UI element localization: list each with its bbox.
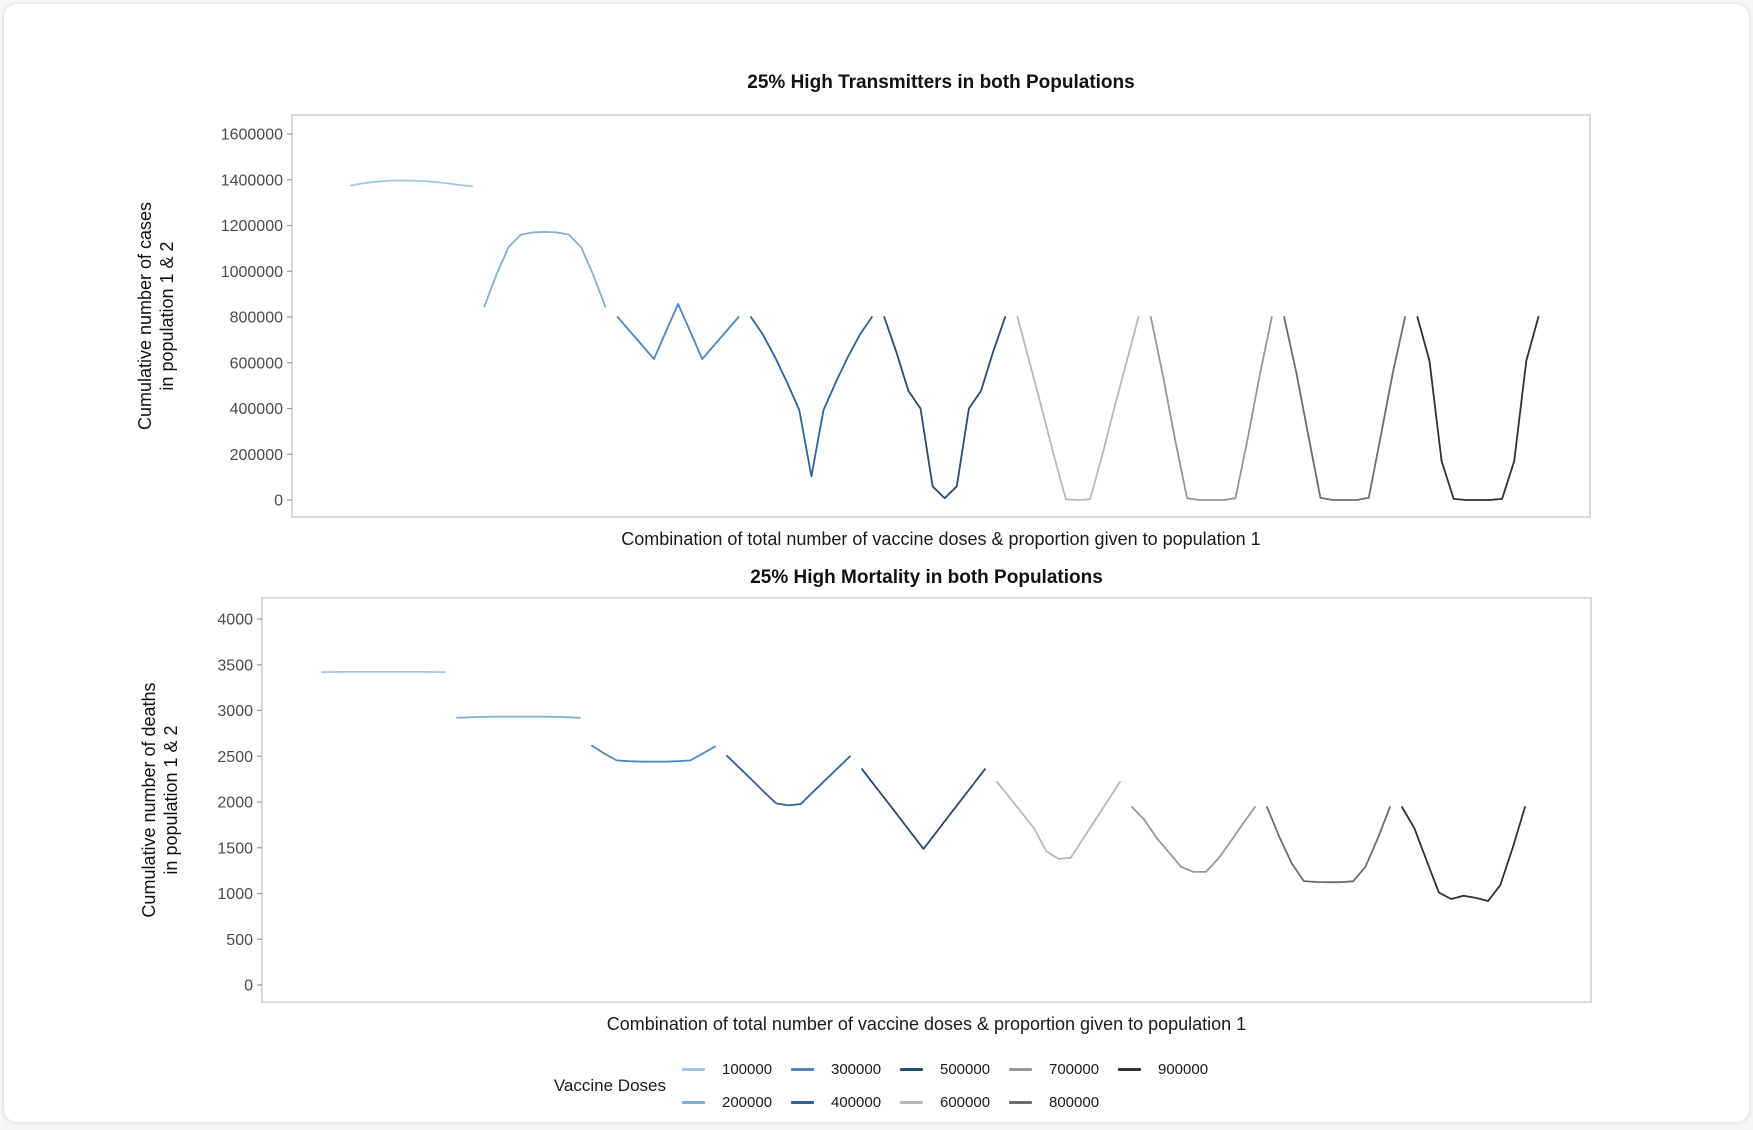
legend-item-700000: 700000 xyxy=(1009,1061,1118,1078)
series-line-600000 xyxy=(997,782,1120,859)
y-axis-tick-label: 500 xyxy=(226,932,253,949)
series-line-300000 xyxy=(592,746,715,762)
legend-line-swatch xyxy=(682,1068,705,1071)
y-axis-tick-label: 600000 xyxy=(230,355,283,372)
y-axis-tick-label: 1600000 xyxy=(221,127,283,144)
series-line-800000 xyxy=(1284,317,1405,500)
y-axis-tick-label: 800000 xyxy=(230,310,283,327)
series-line-100000 xyxy=(351,180,472,186)
y-axis-tick-label: 3000 xyxy=(217,703,253,720)
legend-line-swatch xyxy=(900,1101,923,1104)
plot-panel-border xyxy=(262,598,1591,1002)
y-axis-tick-label: 400000 xyxy=(230,401,283,418)
series-line-500000 xyxy=(862,769,985,849)
series-line-200000 xyxy=(457,717,580,718)
legend-item-label: 100000 xyxy=(722,1061,772,1078)
series-line-700000 xyxy=(1132,807,1255,872)
y-axis-tick-label: 1000000 xyxy=(221,264,283,281)
series-line-200000 xyxy=(484,232,605,307)
series-line-600000 xyxy=(1018,317,1139,500)
legend-item-label: 200000 xyxy=(722,1094,772,1111)
series-line-900000 xyxy=(1417,317,1538,500)
legend-line-swatch xyxy=(1009,1101,1032,1104)
chart1-panel: 0 200000 400000 600000 800000 1000000 1200000 1… xyxy=(221,115,1590,517)
series-line-300000 xyxy=(618,304,739,359)
chart2-panel: 0 500 1000 1500 2000 2500 3000 3500 4000 xyxy=(217,598,1591,1002)
legend-item-label: 300000 xyxy=(831,1061,881,1078)
series-line-700000 xyxy=(1151,317,1272,500)
legend-item-label: 700000 xyxy=(1049,1061,1099,1078)
y-axis-tick-label: 1500 xyxy=(217,840,253,857)
legend-item-label: 900000 xyxy=(1158,1061,1208,1078)
legend-item-100000: 100000 xyxy=(682,1061,791,1078)
figure-card: 25% High Transmitters in both Population… xyxy=(3,3,1750,1123)
legend-line-swatch xyxy=(791,1068,814,1071)
y-axis-tick-label: 2500 xyxy=(217,749,253,766)
legend-item-200000: 200000 xyxy=(682,1094,791,1111)
legend-line-swatch xyxy=(1118,1068,1141,1071)
legend-item-label: 800000 xyxy=(1049,1094,1099,1111)
legend-item-label: 600000 xyxy=(940,1094,990,1111)
legend-line-swatch xyxy=(900,1068,923,1071)
legend-item-500000: 500000 xyxy=(900,1061,1009,1078)
legend-item-label: 500000 xyxy=(940,1061,990,1078)
y-axis-tick-label: 200000 xyxy=(230,447,283,464)
legend-line-swatch xyxy=(791,1101,814,1104)
legend-item-800000: 800000 xyxy=(1009,1094,1118,1111)
y-axis-tick-label: 1000 xyxy=(217,886,253,903)
series-line-400000 xyxy=(727,756,850,806)
y-axis-tick-label: 0 xyxy=(274,493,283,510)
legend-item-600000: 600000 xyxy=(900,1094,1009,1111)
series-line-500000 xyxy=(884,317,1005,498)
series-line-800000 xyxy=(1267,807,1390,882)
legend: 100000 200000 300000 400000 500000 600000 7000… xyxy=(682,1053,1227,1119)
legend-item-900000: 900000 xyxy=(1118,1061,1227,1078)
y-axis-tick-label: 2000 xyxy=(217,795,253,812)
y-axis-tick-label: 1200000 xyxy=(221,218,283,235)
y-axis-tick-label: 4000 xyxy=(217,612,253,629)
legend-title: Vaccine Doses xyxy=(532,1075,666,1097)
legend-item-400000: 400000 xyxy=(791,1094,900,1111)
series-line-900000 xyxy=(1402,807,1525,901)
charts-canvas: 0200000400000600000800000100000012000001… xyxy=(4,4,1753,1130)
y-axis-tick-label: 0 xyxy=(244,978,253,995)
y-axis-tick-label: 1400000 xyxy=(221,172,283,189)
legend-line-swatch xyxy=(1009,1068,1032,1071)
plot-panel-border xyxy=(292,115,1590,517)
series-line-400000 xyxy=(751,317,872,476)
y-axis-tick-label: 3500 xyxy=(217,657,253,674)
legend-item-label: 400000 xyxy=(831,1094,881,1111)
legend-line-swatch xyxy=(682,1101,705,1104)
legend-item-300000: 300000 xyxy=(791,1061,900,1078)
